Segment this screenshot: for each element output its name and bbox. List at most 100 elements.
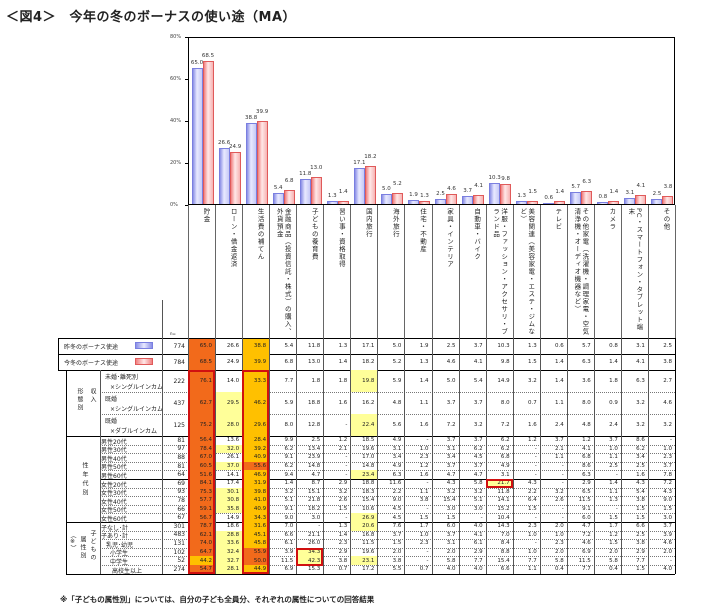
table-cell: 4.8: [582, 422, 591, 428]
table-cell: 5.8: [446, 557, 456, 564]
table-cell: 20.6: [350, 522, 378, 531]
table-cell: -: [426, 437, 429, 444]
row-label-sub: ×シングルインカム: [110, 406, 164, 413]
category-column: 住宅・不動産: [404, 205, 431, 338]
table-cell: 2.9: [582, 480, 591, 487]
row-label-sub: ×ダブルインカム: [110, 428, 158, 435]
table-cell: 6.9: [284, 566, 294, 573]
table-cell: 3.9: [284, 549, 294, 556]
table-cell: 1.0: [419, 531, 429, 538]
table-cell: 3.4: [636, 454, 645, 461]
table-cell: 7.0: [284, 523, 294, 530]
table-cell: 30.1: [215, 487, 243, 497]
table-cell: 10.6: [362, 506, 375, 513]
table-cell: 3.1: [446, 445, 456, 452]
table-cell: 2.9: [636, 549, 645, 556]
category-label: 洋服・ファッション・アクセサリ・ブランド品: [491, 208, 508, 336]
table-cell: 2.3: [555, 540, 564, 547]
table-cell: -: [669, 437, 672, 444]
table-cell: 6.1: [284, 540, 294, 547]
row-n: 67: [177, 514, 185, 522]
row-n: 81: [177, 436, 185, 444]
table-cell: 4.9: [392, 437, 402, 444]
row-label: 子あり･計: [101, 533, 129, 541]
table-cell: 6.2: [284, 463, 294, 470]
table-cell: 4.0: [473, 523, 483, 530]
bar-last-year: [191, 68, 203, 204]
figure-title: ＜図4＞ 今年の冬のボーナスの使い途（MA）: [6, 10, 297, 25]
row-separator: [100, 504, 675, 506]
table-cell: 11.5: [280, 557, 294, 564]
table-cell: 1.5: [636, 566, 645, 573]
table-cell: 4.7: [582, 523, 591, 530]
table-cell: 15.4: [443, 497, 456, 504]
table-cell: 5.5: [392, 566, 402, 573]
table-cell: 5.0: [446, 378, 456, 384]
table-cell: 2.0: [392, 549, 402, 556]
category-column: 貯金: [188, 205, 215, 338]
bar-value-label: 1.4: [609, 189, 619, 196]
table-cell: 11.6: [389, 480, 402, 487]
row-n: 301: [173, 522, 185, 530]
category-column: 家具・インテリア: [431, 205, 459, 338]
table-cell: 1.2: [338, 437, 348, 444]
table-cell: 60.5: [188, 461, 216, 471]
table-cell: 8.7: [311, 480, 321, 487]
table-cell: 5.1: [473, 497, 483, 504]
table-cell: 6.3: [582, 471, 591, 478]
table-cell: 4.0: [663, 566, 672, 573]
table-cell: 5.7: [582, 343, 591, 349]
table-cell: 4.9: [392, 463, 402, 470]
summary-row-label: 昨冬のボーナス使途: [64, 344, 119, 351]
data-col-border: [431, 338, 433, 574]
table-cell: 3.8: [663, 359, 672, 365]
table-cell: 5.2: [392, 359, 402, 365]
row-n: 125: [173, 421, 185, 429]
table-cell: -: [561, 514, 564, 521]
category-label: カメラ: [607, 208, 616, 231]
group-border: [66, 436, 675, 437]
table-cell: 4.5: [473, 454, 483, 461]
table-cell: 62.1: [188, 530, 216, 540]
row-separator: [100, 470, 675, 472]
bar-value-label: 6.3: [582, 178, 592, 185]
bar-value-label: 6.8: [284, 177, 294, 184]
table-cell: 1.8: [311, 378, 321, 384]
table-cell: 1.4: [338, 359, 348, 365]
table-cell: 17.2: [362, 566, 375, 573]
bar-last-year: [489, 182, 501, 204]
table-cell: 51.6: [188, 470, 216, 479]
bar-last-year: [353, 168, 365, 204]
table-cell: 74.0: [188, 539, 216, 548]
row-n: 66: [177, 505, 185, 513]
table-cell: 3.1: [446, 540, 456, 547]
table-cell: 2.3: [663, 454, 672, 461]
table-cell: 2.9: [473, 549, 483, 556]
table-cell: 19.8: [350, 370, 378, 392]
table-cell: 1.0: [663, 445, 672, 452]
table-cell: 62.7: [188, 392, 216, 414]
table-cell: 9.1: [582, 506, 591, 513]
group-label-income-2: 収入: [89, 388, 96, 404]
table-cell: 7.2: [663, 480, 672, 487]
table-cell: 2.3: [419, 540, 429, 547]
bar-value-label: 5.7: [571, 184, 581, 191]
table-cell: 6.3: [636, 378, 645, 384]
table-cell: 5.8: [555, 557, 564, 564]
table-cell: 1.8: [338, 378, 348, 384]
category-label: その他: [661, 208, 670, 231]
table-cell: 3.0: [446, 506, 456, 513]
table-bottom-border: [66, 573, 675, 575]
table-cell: 3.8: [636, 497, 645, 504]
table-cell: 1.5: [636, 506, 645, 513]
table-cell: 6.4: [527, 497, 537, 504]
y-tick-label: 80%: [170, 34, 182, 40]
bar-this-year: [635, 195, 647, 204]
table-cell: 18.5: [362, 437, 375, 444]
table-cell: 8.0: [284, 422, 294, 428]
table-cell: -: [318, 523, 321, 530]
table-cell: 1.1: [609, 488, 618, 495]
table-cell: 7.2: [582, 531, 591, 538]
bar-this-year: [581, 190, 593, 204]
row-separator: [100, 444, 675, 446]
